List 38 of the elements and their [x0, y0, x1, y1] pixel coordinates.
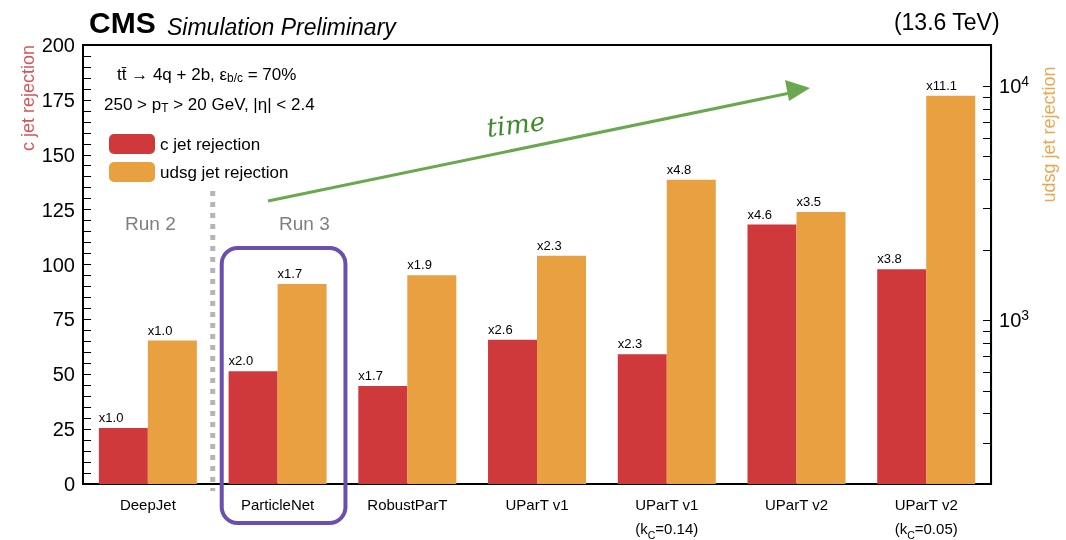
data-label: x2.3 [537, 237, 562, 253]
data-label: x1.9 [407, 257, 432, 273]
data-label: x1.7 [277, 265, 303, 281]
y-tick-label: 125 [41, 198, 75, 221]
chart-title: CMS [89, 5, 156, 39]
data-label: x1.0 [98, 410, 124, 426]
data-label: x2.3 [617, 336, 643, 352]
y-tick-label: 100 [41, 253, 75, 276]
data-label: x2.0 [228, 353, 254, 369]
data-label: x3.8 [877, 251, 902, 267]
annotation: Run 2 [125, 213, 176, 234]
data-label: x4.8 [666, 161, 692, 177]
y-tick-label: 200 [41, 34, 75, 56]
data-label: x3.5 [796, 194, 822, 210]
data-label: x1.0 [147, 322, 173, 338]
chart-subtitle: Simulation Preliminary [167, 13, 398, 40]
annotation: time [484, 106, 547, 143]
x-tick-label: UParT v2 [764, 495, 829, 513]
x-tick-label: UParT v1 [505, 495, 569, 513]
y2-axis-title: udsg jet rejection [1039, 66, 1059, 203]
x-tick-label: ParticleNet [240, 495, 316, 513]
y-tick-label: 25 [52, 418, 75, 441]
legend-label: udsg jet rejection [160, 162, 289, 182]
text: (13.6 TeV) [893, 8, 1000, 35]
y-tick-label: 50 [52, 363, 75, 386]
y-tick-label: 0 [63, 473, 75, 495]
data-label: x4.6 [747, 206, 773, 222]
annotation: Run 3 [279, 213, 330, 234]
data-label: x11.1 [926, 77, 958, 93]
legend-label: c jet rejection [160, 134, 261, 154]
y-axis-title: c jet rejection [18, 45, 38, 152]
y-tick-label: 75 [52, 308, 75, 331]
y-tick-label: 175 [41, 88, 75, 111]
x-tick-label: RobustParT [367, 495, 448, 513]
data-label: x1.7 [358, 368, 383, 384]
x-tick-label: DeepJet [119, 495, 177, 513]
data-label: x2.6 [488, 321, 513, 337]
y-tick-label: 150 [41, 143, 75, 166]
